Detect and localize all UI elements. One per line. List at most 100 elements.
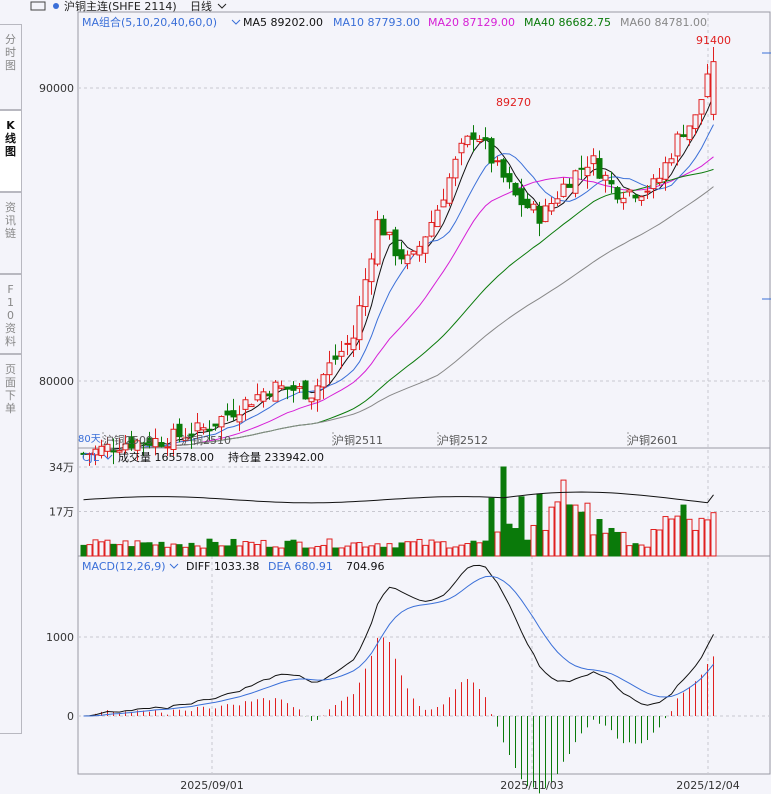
volume-bar: [482, 540, 489, 557]
tab-news-chain[interactable]: 资讯链: [0, 192, 22, 274]
candle-body: [266, 393, 273, 397]
candle-body: [116, 450, 123, 453]
volume-bar: [200, 547, 207, 557]
candle-body: [302, 380, 309, 400]
volume-bar: [668, 518, 675, 557]
ma-legend-item: MA5 89202.00: [243, 16, 323, 29]
window-icon[interactable]: [30, 1, 46, 11]
macd-tick-label: 0: [67, 710, 74, 723]
tab-intraday[interactable]: 分时图: [0, 24, 22, 110]
candle-body: [620, 197, 627, 204]
volume-bar: [170, 543, 177, 557]
candle-body: [398, 249, 405, 260]
candle-body: [308, 397, 315, 403]
candle-body: [680, 134, 687, 137]
cjl-label[interactable]: CJL: [82, 451, 100, 464]
candle-body: [560, 183, 567, 197]
volume-bar: [692, 529, 699, 557]
candle-body: [572, 170, 579, 194]
price-panel: [77, 11, 771, 449]
candle-body: [536, 205, 543, 224]
period-chevron-icon[interactable]: [217, 3, 227, 9]
volume-bar: [296, 541, 303, 557]
ma-chevron-icon[interactable]: [231, 19, 241, 25]
volume-bar: [398, 542, 405, 557]
volume-bar: [134, 540, 141, 557]
contract-title[interactable]: 沪铜主连(SHFE 2114): [64, 0, 177, 13]
candle-body: [542, 205, 549, 223]
macd-label[interactable]: MACD(12,26,9): [82, 560, 166, 573]
volume-bar: [542, 529, 549, 557]
candle-body: [110, 450, 117, 453]
candle-body: [146, 437, 153, 446]
volume-bar: [218, 545, 225, 557]
candle-body: [392, 229, 399, 257]
date-tick-label: 2025/12/04: [676, 779, 739, 792]
macd-panel: [77, 555, 771, 775]
volume-bar: [308, 547, 315, 557]
cjl-chevron-icon[interactable]: [103, 454, 113, 460]
contract-label: 沪铜2512: [438, 433, 488, 447]
diff-value: DIFF 1033.38: [186, 560, 259, 573]
volume-bar: [476, 542, 483, 557]
volume-bar: [680, 504, 687, 557]
volume-bar: [326, 538, 333, 557]
candle-body: [344, 342, 351, 345]
volume-bar: [548, 506, 555, 557]
candle-body: [662, 162, 669, 180]
diff-line: [83, 564, 714, 717]
volume-bar: [86, 544, 93, 557]
volume-bar: [368, 545, 375, 557]
candle-body: [416, 245, 423, 256]
candle-body: [644, 190, 651, 193]
status-dot-icon: [53, 3, 59, 9]
contract-label: 沪铜2601: [628, 433, 678, 447]
ma-legend-item: MA60 84781.00: [620, 16, 707, 29]
ma60-line: [83, 186, 714, 455]
tab-order[interactable]: 页面下单: [0, 354, 22, 734]
volume-bar: [428, 539, 435, 557]
volume-bar: [698, 517, 705, 557]
volume-bar: [578, 511, 585, 557]
candle-body: [626, 189, 633, 193]
ma-lines: [83, 95, 714, 455]
volume-bar: [434, 541, 441, 557]
volume-bar: [626, 545, 633, 557]
period-select[interactable]: 日线: [190, 0, 212, 13]
candle-body: [326, 362, 333, 376]
candle-body: [320, 374, 327, 388]
volume-bar: [446, 547, 453, 557]
price-tick-label: 90000: [39, 82, 74, 95]
candle-body: [476, 138, 483, 143]
ma20-line: [83, 156, 714, 455]
candle-body: [236, 414, 243, 423]
volume-bar: [608, 527, 615, 557]
volume-bar: [230, 538, 237, 557]
candle-body: [632, 194, 639, 199]
candle-body: [224, 410, 231, 416]
volume-bar: [440, 541, 447, 557]
candle-body: [704, 73, 711, 98]
candle-body: [98, 445, 105, 456]
macd-chevron-icon[interactable]: [169, 563, 179, 569]
candle-body: [464, 135, 471, 146]
candle-body: [170, 428, 177, 450]
volume-bar: [506, 523, 513, 557]
candle-body: [140, 442, 147, 445]
volume-bar: [248, 541, 255, 557]
candle-body: [92, 448, 99, 456]
axis-labels: 80000 90000 17万 34万 0 1000 沪铜2509 沪铜2510 沪铜2511 沪…: [39, 82, 740, 792]
volume-tick-label: 34万: [49, 461, 74, 474]
volume-bar: [632, 543, 639, 557]
candle-body: [452, 158, 459, 179]
volume-bar: [332, 547, 339, 557]
macd-tick-label: 1000: [46, 631, 74, 644]
volume-bar: [272, 546, 279, 557]
candle-body: [614, 187, 621, 200]
dea-line: [83, 575, 714, 717]
volume-bar: [410, 541, 417, 557]
ma-group-label[interactable]: MA组合(5,10,20,40,60,0): [82, 15, 217, 29]
